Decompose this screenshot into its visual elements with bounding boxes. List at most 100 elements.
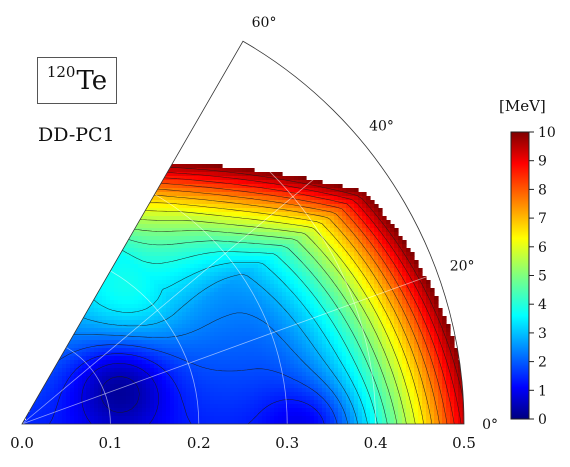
heatmap-cell — [366, 360, 371, 365]
heatmap-cell — [338, 212, 343, 217]
heatmap-cell — [142, 364, 147, 369]
heatmap-cell — [278, 396, 283, 401]
heatmap-cell — [158, 236, 163, 241]
heatmap-cell — [294, 200, 299, 205]
heatmap-cell — [218, 296, 223, 301]
heatmap-cell — [290, 328, 295, 333]
heatmap-cell — [434, 320, 439, 325]
heatmap-cell — [242, 356, 247, 361]
heatmap-cell — [74, 396, 79, 401]
heatmap-cell — [114, 328, 119, 333]
heatmap-cell — [358, 336, 363, 341]
heatmap-cell — [230, 184, 235, 189]
heatmap-cell — [186, 368, 191, 373]
heatmap-cell — [138, 288, 143, 293]
heatmap-cell — [386, 252, 391, 257]
heatmap-cell — [446, 324, 451, 329]
heatmap-cell — [382, 288, 387, 293]
heatmap-cell — [314, 364, 319, 369]
heatmap-cell — [450, 340, 455, 345]
heatmap-cell — [270, 300, 275, 305]
heatmap-cell — [122, 260, 127, 265]
heatmap-cell — [234, 232, 239, 237]
heatmap-cell — [150, 368, 155, 373]
heatmap-cell — [214, 260, 219, 265]
heatmap-cell — [214, 344, 219, 349]
heatmap-cell — [182, 388, 187, 393]
heatmap-cell — [390, 332, 395, 337]
heatmap-cell — [230, 388, 235, 393]
heatmap-cell — [246, 204, 251, 209]
heatmap-cell — [410, 308, 415, 313]
heatmap-cell — [414, 268, 419, 273]
heatmap-cell — [306, 196, 311, 201]
heatmap-cell — [98, 344, 103, 349]
heatmap-cell — [202, 372, 207, 377]
heatmap-cell — [302, 180, 307, 185]
heatmap-cell — [102, 340, 107, 345]
heatmap-cell — [110, 276, 115, 281]
heatmap-cell — [278, 344, 283, 349]
heatmap-cell — [234, 268, 239, 273]
heatmap-cell — [166, 252, 171, 257]
heatmap-cell — [138, 228, 143, 233]
heatmap-cell — [250, 324, 255, 329]
heatmap-cell — [422, 312, 427, 317]
heatmap-cell — [182, 332, 187, 337]
heatmap-cell — [222, 200, 227, 205]
heatmap-cell — [138, 236, 143, 241]
heatmap-cell — [66, 344, 71, 349]
heatmap-cell — [374, 340, 379, 345]
heatmap-cell — [186, 356, 191, 361]
heatmap-cell — [278, 376, 283, 381]
heatmap-cell — [178, 340, 183, 345]
heatmap-cell — [170, 348, 175, 353]
heatmap-cell — [230, 252, 235, 257]
heatmap-cell — [270, 224, 275, 229]
heatmap-cell — [322, 404, 327, 409]
heatmap-cell — [142, 280, 147, 285]
heatmap-cell — [378, 252, 383, 257]
heatmap-cell — [282, 224, 287, 229]
heatmap-cell — [374, 336, 379, 341]
heatmap-cell — [134, 292, 139, 297]
heatmap-cell — [394, 328, 399, 333]
heatmap-cell — [346, 360, 351, 365]
heatmap-cell — [322, 220, 327, 225]
heatmap-cell — [342, 252, 347, 257]
heatmap-cell — [198, 180, 203, 185]
heatmap-cell — [154, 328, 159, 333]
heatmap-cell — [166, 348, 171, 353]
heatmap-cell — [262, 172, 267, 177]
heatmap-cell — [358, 396, 363, 401]
heatmap-cell — [90, 372, 95, 377]
heatmap-cell — [270, 304, 275, 309]
heatmap-cell — [454, 376, 459, 381]
heatmap-cell — [218, 192, 223, 197]
heatmap-cell — [146, 236, 151, 241]
heatmap-cell — [270, 220, 275, 225]
heatmap-cell — [174, 256, 179, 261]
heatmap-cell — [286, 232, 291, 237]
heatmap-cell — [262, 224, 267, 229]
heatmap-cell — [382, 236, 387, 241]
heatmap-cell — [346, 296, 351, 301]
heatmap-cell — [306, 216, 311, 221]
heatmap-cell — [422, 364, 427, 369]
heatmap-cell — [282, 308, 287, 313]
heatmap-cell — [266, 260, 271, 265]
heatmap-cell — [158, 344, 163, 349]
heatmap-cell — [302, 212, 307, 217]
heatmap-cell — [358, 256, 363, 261]
heatmap-cell — [250, 180, 255, 185]
heatmap-cell — [78, 348, 83, 353]
heatmap-cell — [342, 216, 347, 221]
heatmap-cell — [194, 364, 199, 369]
heatmap-cell — [334, 272, 339, 277]
heatmap-cell — [310, 196, 315, 201]
heatmap-cell — [418, 320, 423, 325]
heatmap-cell — [282, 340, 287, 345]
heatmap-cell — [374, 220, 379, 225]
heatmap-cell — [122, 312, 127, 317]
heatmap-cell — [226, 280, 231, 285]
